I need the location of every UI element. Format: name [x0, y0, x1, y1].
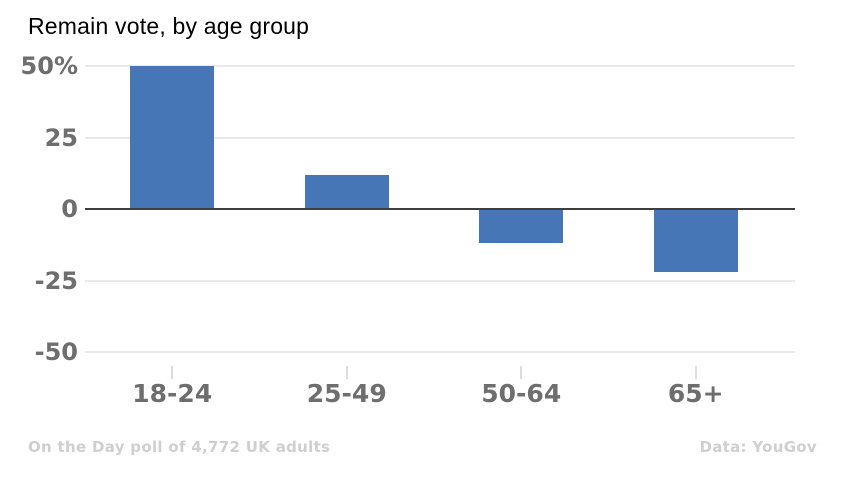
- axis-tick: [345, 366, 348, 379]
- x-axis-label: 50-64: [481, 379, 562, 408]
- bar: [304, 174, 389, 209]
- bar: [653, 209, 738, 272]
- gridline: [85, 351, 795, 353]
- x-axis-label: 25-49: [306, 379, 387, 408]
- y-axis-label: -50: [34, 338, 78, 366]
- zero-axis-line: [85, 208, 795, 210]
- gridline: [85, 65, 795, 67]
- chart-title: Remain vote, by age group: [28, 13, 310, 39]
- bar: [130, 66, 215, 209]
- axis-tick: [694, 366, 697, 379]
- axis-tick: [520, 366, 523, 379]
- footer-data-credit: Data: YouGov: [699, 438, 817, 456]
- y-axis-label: 50%: [20, 52, 78, 80]
- bar: [479, 209, 564, 244]
- y-axis-label: 0: [61, 195, 78, 223]
- gridline: [85, 279, 795, 282]
- footer-source-note: On the Day poll of 4,772 UK adults: [28, 438, 331, 456]
- x-axis-label: 65+: [667, 379, 724, 408]
- x-axis-label: 18-24: [132, 379, 213, 408]
- y-axis-label: 25: [44, 123, 78, 152]
- axis-tick: [171, 366, 174, 379]
- y-axis-label: -25: [34, 266, 78, 295]
- gridline: [85, 136, 795, 139]
